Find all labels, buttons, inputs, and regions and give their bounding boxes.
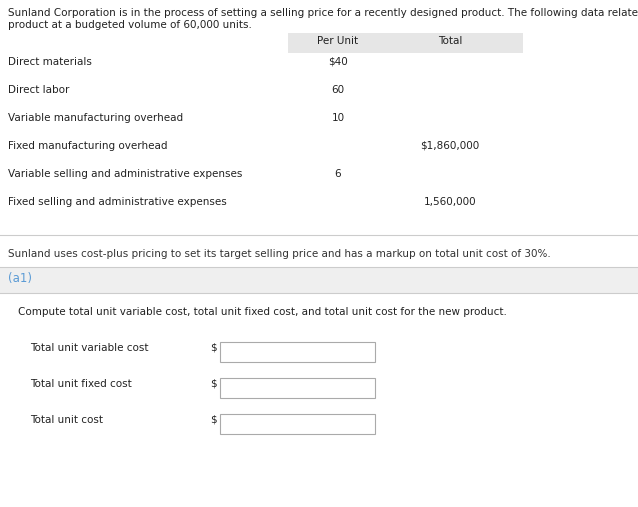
Text: Fixed selling and administrative expenses: Fixed selling and administrative expense… (8, 197, 226, 207)
Text: $: $ (210, 379, 217, 389)
Text: $40: $40 (328, 57, 348, 67)
Text: Per Unit: Per Unit (318, 36, 359, 46)
Text: Total unit cost: Total unit cost (30, 415, 103, 425)
Text: $1,860,000: $1,860,000 (420, 141, 480, 151)
Bar (220, 378, 375, 398)
Bar (288, 33, 523, 53)
Text: Variable selling and administrative expenses: Variable selling and administrative expe… (8, 169, 242, 179)
Text: $: $ (210, 343, 217, 353)
Text: 6: 6 (335, 169, 341, 179)
Text: Variable manufacturing overhead: Variable manufacturing overhead (8, 113, 183, 123)
Text: product at a budgeted volume of 60,000 units.: product at a budgeted volume of 60,000 u… (8, 20, 252, 30)
Text: 1,560,000: 1,560,000 (424, 197, 477, 207)
Text: Sunland Corporation is in the process of setting a selling price for a recently : Sunland Corporation is in the process of… (8, 8, 638, 18)
Text: (a1): (a1) (8, 272, 32, 285)
Text: Compute total unit variable cost, total unit fixed cost, and total unit cost for: Compute total unit variable cost, total … (18, 307, 507, 317)
Text: Total unit variable cost: Total unit variable cost (30, 343, 149, 353)
Bar (0, 267, 638, 293)
Text: 60: 60 (331, 85, 345, 95)
Text: Direct materials: Direct materials (8, 57, 92, 67)
Text: Sunland uses cost-plus pricing to set its target selling price and has a markup : Sunland uses cost-plus pricing to set it… (8, 249, 551, 259)
Bar (220, 342, 375, 362)
Text: Fixed manufacturing overhead: Fixed manufacturing overhead (8, 141, 168, 151)
Text: Total unit fixed cost: Total unit fixed cost (30, 379, 132, 389)
Text: 10: 10 (331, 113, 345, 123)
Text: $: $ (210, 415, 217, 425)
Text: Direct labor: Direct labor (8, 85, 70, 95)
Text: Total: Total (438, 36, 462, 46)
Bar (220, 414, 375, 434)
